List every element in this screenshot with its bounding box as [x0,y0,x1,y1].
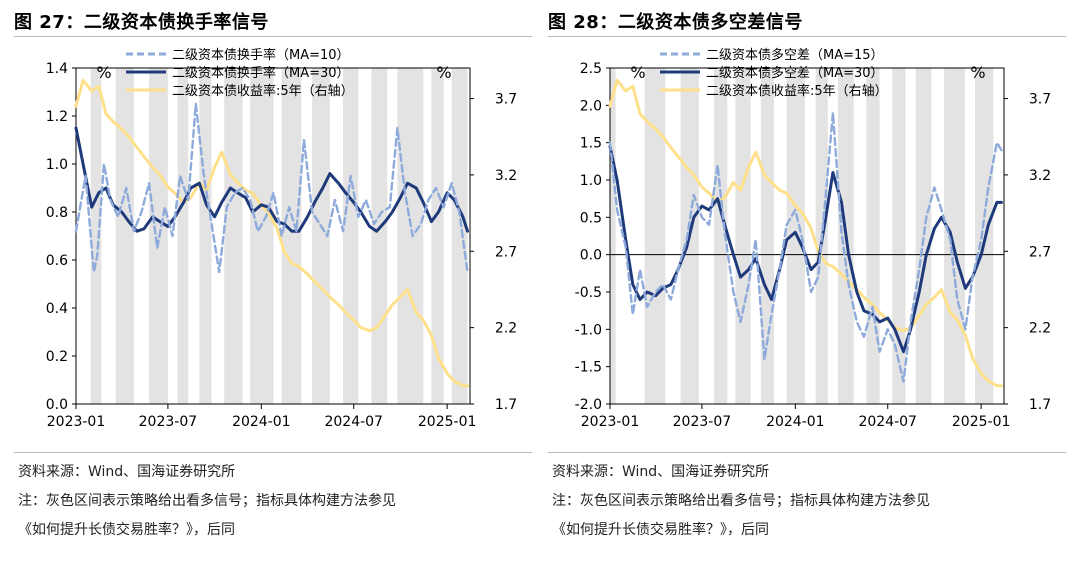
note-line-1: 注：灰色区间表示策略给出看多信号；指标具体构建方法参见 [18,493,396,509]
x-tick-label: 2023-07 [139,414,198,430]
shaded-period [714,68,728,404]
note-line-2: 《如何提升长债交易胜率？》，后同 [552,522,769,538]
x-tick-label: 2024-01 [766,414,825,430]
legend-label: 二级资本债收益率:5年（右轴） [706,83,888,99]
source-text: 资料来源：Wind、国海证券研究所 [18,464,236,480]
source-notes: 资料来源：Wind、国海证券研究所 注：灰色区间表示策略给出看多信号；指标具体构… [14,452,532,538]
y-right-tick-label: 3.2 [495,168,517,184]
shaded-period [610,68,616,404]
x-tick-label: 2025-01 [418,414,477,430]
bullish-shading [610,68,994,404]
shaded-period [892,68,906,404]
shaded-period [866,68,880,404]
y-right-tick-label: 3.7 [1029,92,1051,108]
figure-title: 图 27：二级资本债换手率信号 [14,12,269,33]
series-line-0 [608,111,1003,383]
series-line-2 [74,78,469,388]
plot-frame [609,67,1005,405]
turnover-chart: 0.0 0.2 0.4 0.6 0.8 1.0 1.2 1.4 1.7 2.2 2.7 3.2 3.7 2… [46,47,517,430]
source-text: 资料来源：Wind、国海证券研究所 [552,464,770,480]
x-tick-label: 2024-07 [324,414,383,430]
legend: 二级资本债多空差（MA=15） 二级资本债多空差（MA=30） 二级资本债收益率:5… [660,47,888,99]
shaded-period [90,68,102,404]
y-right-tick-label: 3.7 [495,92,517,108]
y-left-tick-label: 0.4 [46,301,68,317]
y-left-tick-label: -0.5 [575,285,602,301]
shaded-period [115,68,134,404]
y-left-tick-label: -1.5 [575,360,602,376]
shaded-period [371,68,388,404]
shaded-period [397,68,424,404]
shaded-period [644,68,666,404]
y-right-tick-label: 3.2 [1029,168,1051,184]
series-line-0 [74,102,469,274]
legend: 二级资本债换手率（MA=10） 二级资本债换手率（MA=30） 二级资本债收益率:5… [126,47,354,99]
y-left-tick-label: 0.0 [46,397,68,413]
shaded-period [312,68,330,404]
figure-title: 图 28：二级资本债多空差信号 [548,12,803,33]
shaded-period [735,68,751,404]
y-left-tick-label: 0.0 [580,248,602,264]
shaded-period [224,68,243,404]
left-unit-label: % [630,63,645,82]
x-tick-label: 2024-07 [858,414,917,430]
y-right-tick-label: 2.7 [495,244,517,260]
y-left-tick-label: 1.0 [580,173,602,189]
x-tick-label: 2023-07 [673,414,732,430]
y-right-tick-label: 2.7 [1029,244,1051,260]
note-line-1: 注：灰色区间表示策略给出看多信号；指标具体构建方法参见 [552,493,930,509]
y-left-tick-label: -1.0 [575,322,602,338]
x-tick-label: 2023-01 [581,414,640,430]
y-left-tick-label: 0.5 [580,210,602,226]
y-left-tick-label: 1.4 [46,61,68,77]
legend-label: 二级资本债收益率:5年（右轴） [172,83,354,99]
shaded-period [250,68,274,404]
shaded-period [199,68,212,404]
legend-label: 二级资本债换手率（MA=30） [172,65,350,81]
title-row: 图 27：二级资本债换手率信号 [14,8,532,37]
note-line-2: 《如何提升长债交易胜率？》，后同 [18,522,235,538]
y-left-tick-label: 1.2 [46,109,68,125]
shaded-period [944,68,965,404]
legend-label: 二级资本债多空差（MA=30） [706,65,884,81]
plot-frame [75,67,471,405]
source-notes: 资料来源：Wind、国海证券研究所 注：灰色区间表示策略给出看多信号；指标具体构… [548,452,1066,538]
y-right-tick-label: 1.7 [495,397,517,413]
y-left-tick-label: 0.2 [46,349,68,365]
shaded-period [177,68,189,404]
y-left-tick-label: 2.0 [580,98,602,114]
legend-label: 二级资本债换手率（MA=10） [172,47,350,63]
series-line-1 [608,144,1003,354]
left-unit-label: % [96,63,111,82]
title-row: 图 28：二级资本债多空差信号 [548,8,1066,37]
long-short-chart: -2.0 -1.5 -1.0 -0.5 0.0 0.5 1.0 1.5 2.0 2.5 1.7 2.2… [575,47,1051,430]
shaded-period [451,68,468,404]
series-line-2 [608,78,1003,388]
chart-panel-turnover: 图 27：二级资本债换手率信号 0.0 0.2 0.4 0.6 0.8 1.0 1.2 1.4… [14,0,544,562]
shaded-period [281,68,302,404]
shaded-period [760,68,774,404]
right-unit-label: % [436,63,451,82]
y-right-tick-label: 2.2 [1029,321,1051,337]
y-left-tick-label: 0.8 [46,205,68,221]
x-tick-label: 2024-01 [232,414,291,430]
y-right-tick-label: 2.2 [495,321,517,337]
y-left-tick-label: 2.5 [580,61,602,77]
shaded-period [431,68,444,404]
shaded-period [343,68,359,404]
right-unit-label: % [970,63,985,82]
legend-label: 二级资本债多空差（MA=15） [706,47,884,63]
y-left-tick-label: 0.6 [46,253,68,269]
y-right-tick-label: 1.7 [1029,397,1051,413]
y-left-tick-label: 1.0 [46,157,68,173]
y-left-tick-label: -2.0 [575,397,602,413]
y-left-tick-label: 1.5 [580,136,602,152]
chart-panel-long-short: 图 28：二级资本债多空差信号 -2.0 -1.5 -1.0 -0.5 0.0 0.5 1.… [548,0,1078,562]
x-tick-label: 2023-01 [47,414,106,430]
x-tick-label: 2025-01 [952,414,1011,430]
shaded-period [915,68,932,404]
